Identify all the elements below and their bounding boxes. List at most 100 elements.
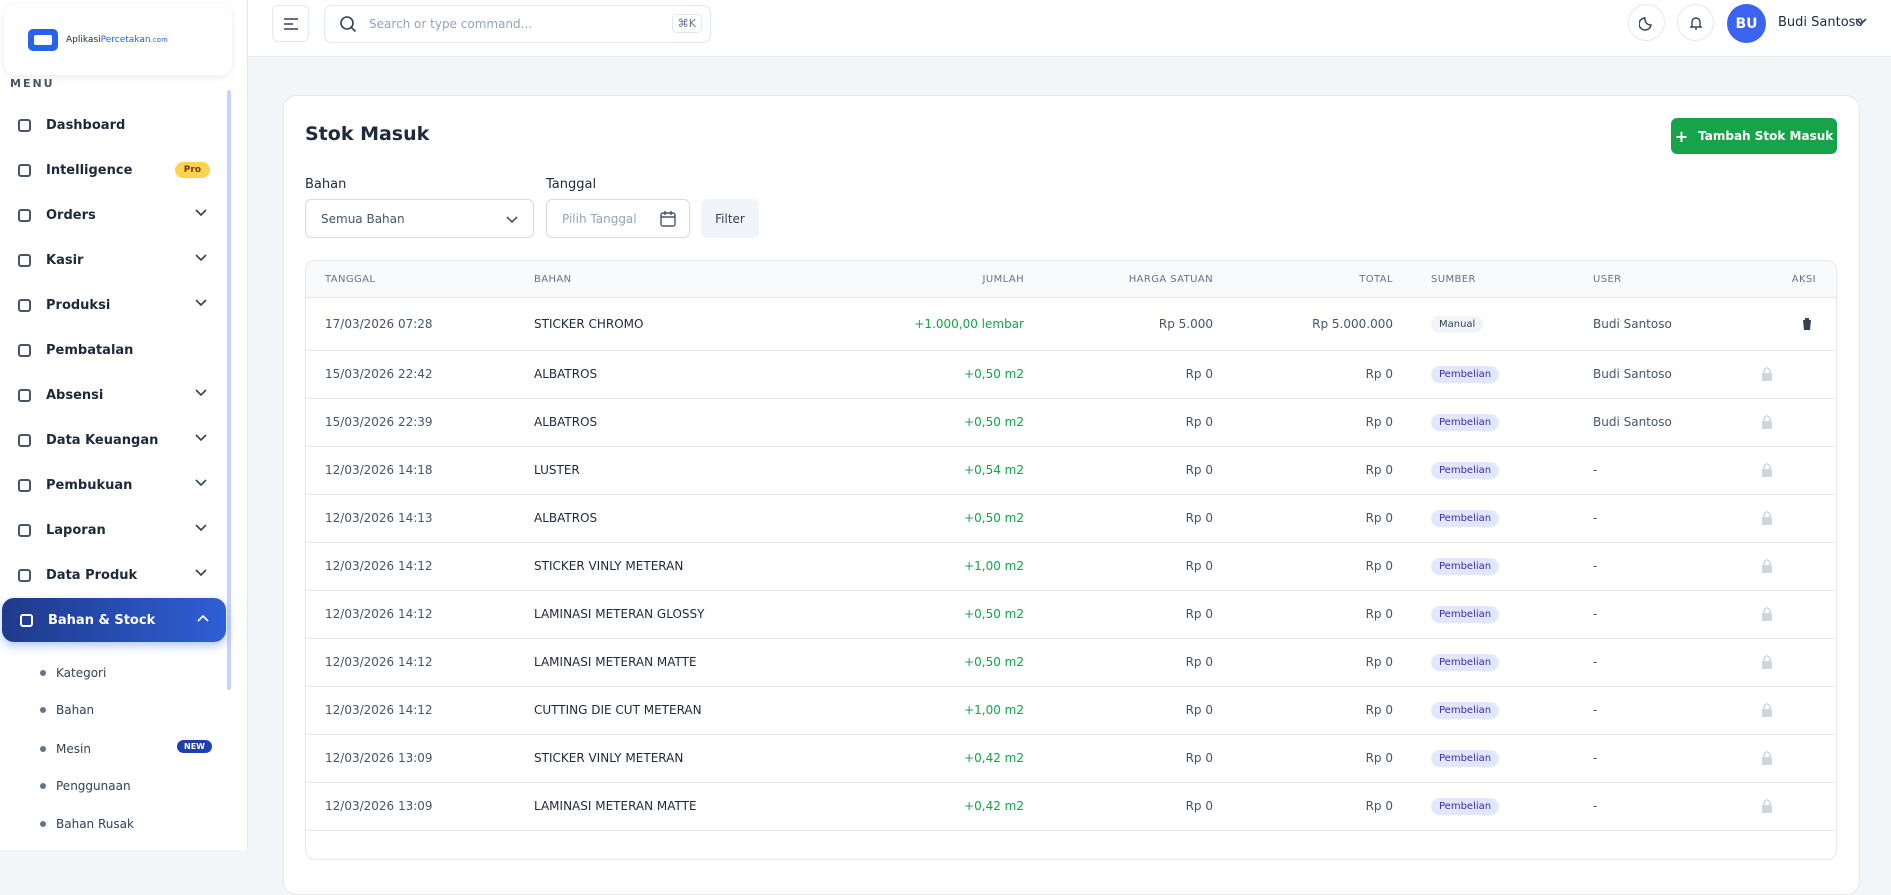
theme-toggle[interactable] — [1628, 4, 1665, 41]
chevron — [195, 299, 207, 307]
delete-icon[interactable] — [1800, 316, 1814, 332]
table-row[interactable] — [306, 687, 1836, 735]
menu-icon — [283, 17, 298, 30]
nav-item[interactable]: Data Keuangan — [0, 418, 224, 462]
total: Rp 5.000.000 — [1312, 316, 1393, 331]
source-pill: Pembelian — [1431, 414, 1500, 431]
table-row[interactable] — [306, 591, 1836, 639]
shortcut: ⌘K — [671, 14, 702, 33]
nav-item[interactable]: Kasir — [0, 238, 224, 282]
total: Rp 0 — [1365, 463, 1393, 477]
nav-item[interactable]: Bahan & Stock — [2, 598, 226, 642]
sub-item[interactable]: Penggunaan — [40, 778, 212, 794]
table-row[interactable] — [306, 298, 1836, 351]
sub-item[interactable]: Kategori — [40, 665, 212, 681]
total: Rp 0 — [1365, 655, 1393, 669]
brand-suffix: .com — [150, 35, 168, 44]
material: LUSTER — [534, 463, 580, 477]
column-header: SUMBER — [1431, 274, 1476, 285]
material: STICKER CHROMO — [534, 316, 644, 331]
unit-price: Rp 0 — [1185, 607, 1213, 621]
nav-item[interactable]: Dashboard — [0, 103, 224, 147]
chevron — [195, 434, 207, 442]
column-header: BAHAN — [534, 274, 572, 285]
nav-item[interactable]: Absensi — [0, 373, 224, 417]
nav-item[interactable]: Pembukuan — [0, 463, 224, 507]
menu-toggle[interactable] — [272, 5, 309, 42]
plus-icon: + — [1674, 126, 1689, 146]
table-row[interactable] — [306, 735, 1836, 783]
date: 12/03/2026 14:13 — [325, 511, 433, 525]
lock-icon — [1762, 463, 1772, 477]
table-row[interactable] — [306, 447, 1836, 495]
nav-item[interactable]: Laporan — [0, 508, 224, 552]
lock-icon — [1762, 655, 1772, 669]
quantity: +0,50 m2 — [964, 511, 1024, 525]
notifications[interactable] — [1677, 4, 1714, 41]
search-placeholder: Search or type command... — [369, 17, 533, 31]
nav-icon — [18, 253, 31, 267]
table-row[interactable] — [306, 639, 1836, 687]
table-row[interactable] — [306, 399, 1836, 447]
source-pill: Pembelian — [1431, 462, 1500, 479]
date: 17/03/2026 07:28 — [325, 316, 433, 331]
nav-item[interactable]: Data Produk — [0, 553, 224, 597]
bahan-select[interactable]: Semua Bahan — [305, 199, 534, 238]
user-name[interactable]: Budi Santoso — [1778, 15, 1864, 30]
material: STICKER VINLY METERAN — [534, 751, 684, 765]
nav-item[interactable]: Orders — [0, 193, 224, 237]
nav-label: Kasir — [46, 252, 84, 268]
sub-item[interactable]: Mesin NEW — [40, 740, 212, 757]
chevron — [195, 389, 207, 397]
material: LAMINASI METERAN MATTE — [534, 655, 697, 669]
nav-item[interactable]: Intelligence Pro — [0, 148, 224, 192]
add-button[interactable]: + Tambah Stok Masuk — [1671, 118, 1837, 154]
quantity: +0,54 m2 — [964, 463, 1024, 477]
table-row[interactable] — [306, 783, 1836, 831]
nav-icon — [18, 478, 31, 492]
table-row[interactable] — [306, 543, 1836, 591]
nav-icon — [18, 118, 31, 132]
date: 12/03/2026 14:18 — [325, 463, 433, 477]
nav-item[interactable]: Produksi — [0, 283, 224, 327]
calendar-icon — [660, 211, 676, 227]
tanggal-placeholder: Pilih Tanggal — [562, 211, 637, 226]
filter-button[interactable]: Filter — [701, 199, 759, 238]
date: 12/03/2026 13:09 — [325, 751, 433, 765]
date: 12/03/2026 14:12 — [325, 655, 433, 669]
sub-item[interactable]: Bahan Rusak — [40, 816, 212, 832]
page-title: Stok Masuk — [305, 123, 430, 145]
avatar[interactable]: BU — [1727, 4, 1766, 43]
quantity: +0,42 m2 — [964, 751, 1024, 765]
unit-price: Rp 0 — [1185, 367, 1213, 381]
nav-item[interactable]: Pembatalan — [0, 328, 224, 372]
nav-label: Orders — [46, 207, 96, 223]
tanggal-input[interactable]: Pilih Tanggal — [546, 199, 690, 238]
source-pill: Pembelian — [1431, 606, 1500, 623]
user: Budi Santoso — [1593, 415, 1672, 429]
unit-price: Rp 0 — [1185, 655, 1213, 669]
menu-section: MENU — [10, 77, 55, 90]
chevron — [197, 614, 209, 622]
total: Rp 0 — [1365, 511, 1393, 525]
nav-icon — [18, 298, 31, 312]
nav-label: Dashboard — [46, 117, 126, 133]
table-row[interactable] — [306, 351, 1836, 399]
scrollbar[interactable] — [227, 90, 231, 690]
logo[interactable]: AplikasiPercetakan.com — [4, 4, 232, 75]
source-pill: Pembelian — [1431, 654, 1500, 671]
chevron — [195, 209, 207, 217]
nav-icon — [20, 613, 33, 627]
nav-label: Laporan — [46, 522, 106, 538]
nav-icon — [18, 523, 31, 537]
table-row[interactable] — [306, 495, 1836, 543]
sub-item[interactable]: Bahan — [40, 702, 212, 718]
date: 15/03/2026 22:42 — [325, 367, 433, 381]
search-box[interactable]: Search or type command... ⌘K — [324, 5, 711, 43]
column-header: HARGA SATUAN — [1128, 274, 1213, 285]
nav-label: Produksi — [46, 297, 111, 313]
column-header: USER — [1593, 274, 1622, 285]
bahan-label: Bahan — [305, 177, 347, 192]
unit-price: Rp 0 — [1185, 559, 1213, 573]
quantity: +0,50 m2 — [964, 655, 1024, 669]
